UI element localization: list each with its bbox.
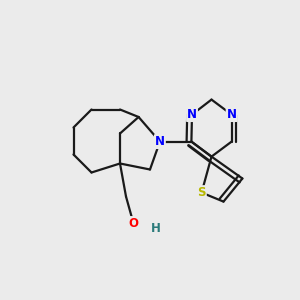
Text: O: O — [128, 217, 139, 230]
Text: N: N — [226, 108, 237, 121]
Text: N: N — [155, 135, 165, 148]
Text: H: H — [151, 221, 161, 235]
Text: N: N — [187, 108, 197, 121]
Text: S: S — [197, 186, 206, 199]
